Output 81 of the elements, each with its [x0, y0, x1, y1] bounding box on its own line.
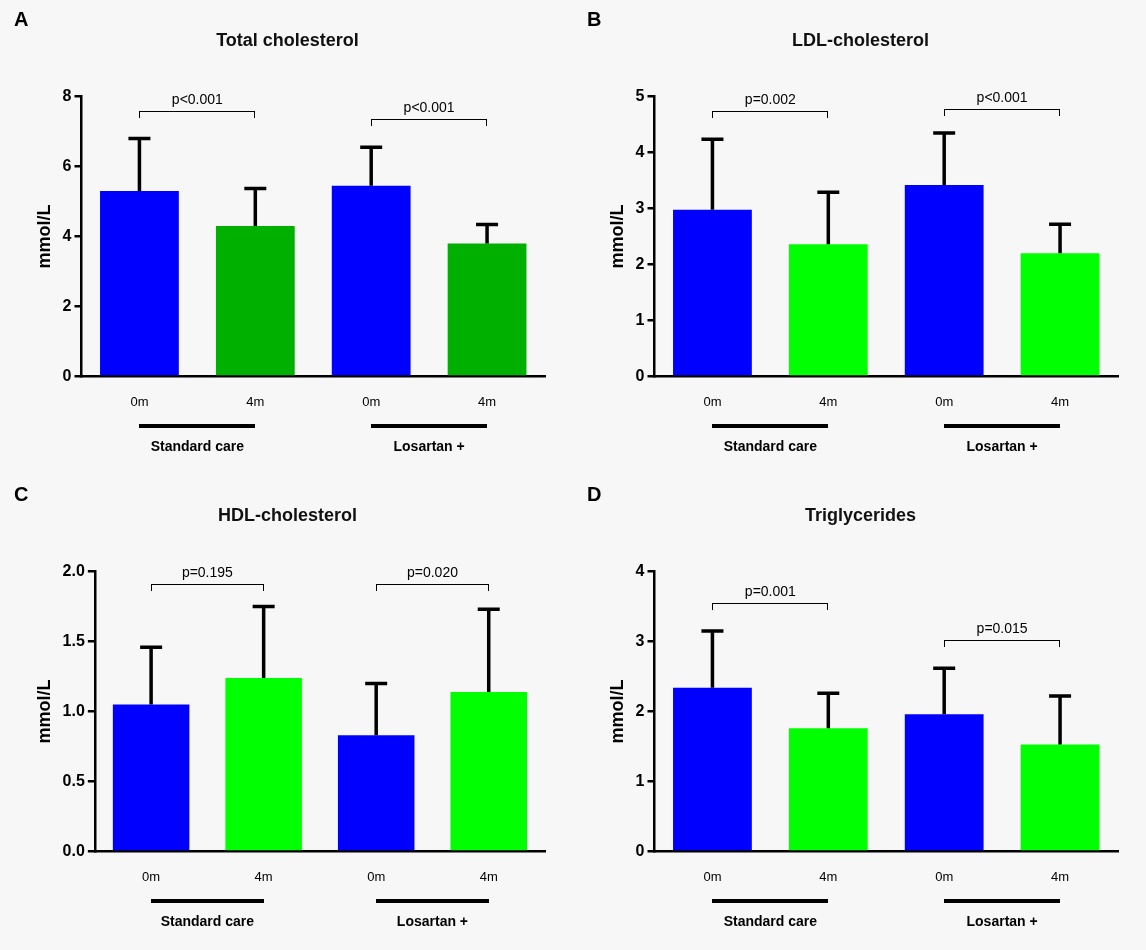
- y-tick-label: 2: [635, 701, 645, 719]
- text: Standard care: [723, 913, 818, 929]
- text: Standard care: [150, 438, 245, 454]
- annotation: p=0.002: [744, 91, 796, 108]
- bar: [225, 677, 302, 851]
- y-tick-label: 1.5: [62, 631, 85, 649]
- annotation: p=0.195: [181, 563, 233, 580]
- y-tick-label: 1.0: [62, 701, 85, 719]
- x-tick-label: 0m: [130, 393, 149, 409]
- x-tick-label: 0m: [935, 393, 954, 409]
- y-tick-label: 2: [62, 296, 72, 314]
- bar: [447, 243, 527, 376]
- bar: [112, 704, 190, 851]
- bar: [1020, 253, 1100, 376]
- y-tick-label: 4: [635, 142, 645, 160]
- annotation: p=0.001: [744, 583, 796, 600]
- x-tick-label: 4m: [1051, 393, 1070, 409]
- y-tick-label: 3: [635, 631, 645, 649]
- y-tick-label: 4: [62, 226, 72, 244]
- y-tick-label: 0.0: [62, 841, 85, 859]
- y-tick-label: 0: [635, 841, 645, 859]
- x-tick-label: 4m: [246, 393, 265, 409]
- annotation: p<0.001: [171, 90, 223, 107]
- bar: [788, 244, 868, 376]
- text: Losartan +: [396, 913, 469, 929]
- x-tick-label: 4m: [479, 868, 498, 884]
- text: D: [587, 483, 602, 506]
- y-tick-label: 2: [635, 254, 645, 272]
- bar: [450, 691, 527, 851]
- x-tick-label: 0m: [367, 868, 386, 884]
- x-tick-label: 0m: [935, 868, 954, 884]
- text: Losartan +: [966, 438, 1038, 454]
- bar: [1020, 744, 1100, 851]
- text: C: [14, 483, 29, 506]
- x-tick-label: 4m: [819, 868, 838, 884]
- bar: [673, 687, 752, 851]
- y-axis-title: mmol/L: [33, 204, 54, 269]
- bar: [215, 226, 295, 376]
- annotation: p<0.001: [403, 99, 455, 116]
- chart-title: LDL-cholesterol: [791, 29, 930, 50]
- y-tick-label: 1: [635, 771, 645, 789]
- y-tick-label: 5: [635, 87, 645, 105]
- x-tick-label: 4m: [254, 868, 273, 884]
- x-tick-label: 0m: [703, 868, 722, 884]
- y-tick-label: 0.5: [62, 771, 85, 789]
- y-axis-title: mmol/L: [606, 204, 627, 269]
- y-tick-label: 2.0: [62, 562, 85, 580]
- annotation: p=0.020: [406, 563, 458, 580]
- text: B: [587, 8, 602, 31]
- y-axis-title: mmol/L: [606, 679, 627, 744]
- x-tick-label: 4m: [478, 393, 497, 409]
- annotation: p<0.001: [976, 88, 1028, 105]
- y-tick-label: 8: [62, 87, 72, 105]
- bar: [100, 191, 179, 376]
- bar: [673, 209, 752, 376]
- y-axis-title: mmol/L: [33, 679, 54, 744]
- bar: [788, 728, 868, 851]
- text: Standard care: [723, 438, 818, 454]
- bar: [904, 185, 984, 376]
- chart-title: HDL-cholesterol: [217, 504, 358, 525]
- bar: [331, 185, 411, 376]
- y-tick-label: 1: [635, 310, 645, 328]
- x-tick-label: 0m: [142, 868, 161, 884]
- y-tick-label: 0: [62, 366, 72, 384]
- text: Losartan +: [393, 438, 465, 454]
- y-tick-label: 3: [635, 198, 645, 216]
- bar: [904, 714, 984, 851]
- text: A: [14, 8, 29, 31]
- annotation: p=0.015: [976, 620, 1028, 637]
- y-tick-label: 0: [635, 366, 645, 384]
- x-tick-label: 0m: [362, 393, 381, 409]
- text: Losartan +: [966, 913, 1038, 929]
- y-tick-label: 6: [62, 156, 72, 174]
- chart-title: Total cholesterol: [216, 29, 359, 50]
- bar: [337, 735, 415, 851]
- text: Standard care: [160, 913, 255, 929]
- x-tick-label: 0m: [703, 393, 722, 409]
- chart-title: Triglycerides: [804, 504, 917, 525]
- x-tick-label: 4m: [819, 393, 838, 409]
- x-tick-label: 4m: [1051, 868, 1070, 884]
- y-tick-label: 4: [635, 562, 645, 580]
